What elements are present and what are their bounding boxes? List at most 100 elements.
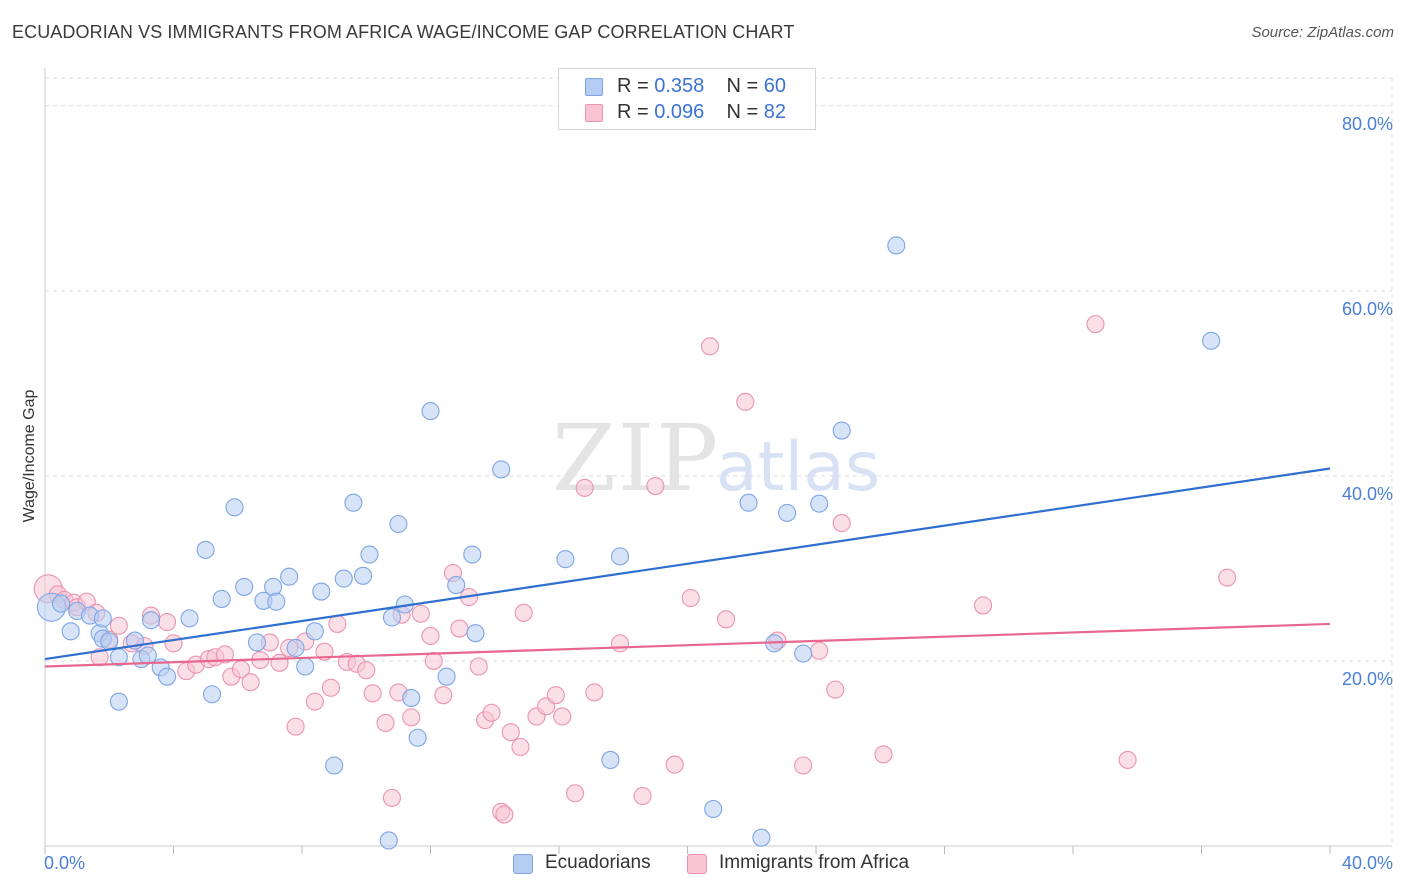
legend-swatch-blue xyxy=(585,78,603,96)
series-legend: Ecuadorians Immigrants from Africa xyxy=(0,852,1406,878)
immigrants-from-africa-point-55 xyxy=(514,603,533,622)
ecuadorians-point-18 xyxy=(196,540,215,559)
immigrants-from-africa-point-52 xyxy=(495,805,514,824)
ecuadorians-point-37 xyxy=(382,608,402,627)
immigrants-from-africa-point-9 xyxy=(109,616,128,635)
ecuadorians-point-50 xyxy=(610,547,630,566)
immigrants-from-africa-point-50 xyxy=(482,703,501,722)
ecuadorians-point-35 xyxy=(353,566,373,585)
ecuadorians-point-29 xyxy=(296,657,315,676)
immigrants-from-africa-point-37 xyxy=(376,713,395,732)
immigrants-from-africa-point-73 xyxy=(810,641,829,660)
immigrants-from-africa-point-64 xyxy=(633,786,652,806)
immigrants-from-africa-point-48 xyxy=(469,657,488,676)
ecuadorians-point-47 xyxy=(492,460,511,479)
ecuadorians-point-56 xyxy=(794,644,813,663)
legend-r-label: R = xyxy=(617,75,649,97)
immigrants-from-africa-point-62 xyxy=(585,683,604,702)
immigrants-from-africa-point-75 xyxy=(832,514,851,533)
ecuadorians-point-34 xyxy=(344,493,363,512)
ecuadorians-point-30 xyxy=(305,622,324,641)
axes xyxy=(44,68,1392,854)
watermark-atlas: atlas xyxy=(716,428,880,507)
y-tick-label-3: 80.0% xyxy=(1342,114,1393,134)
immigrants-from-africa-point-13 xyxy=(158,613,177,632)
legend-text-ecuadorians: R = 0.358 N = 60 xyxy=(617,75,786,98)
tick-labels: 20.0% 40.0% 60.0% 80.0% 0.0% 40.0% xyxy=(44,114,1393,873)
ecuadorians-point-49 xyxy=(601,750,620,769)
ecuadorians-point-48 xyxy=(556,550,575,569)
ecuadorians-point-45 xyxy=(463,545,482,564)
legend-text-immigrants-from-africa: R = 0.096 N = 82 xyxy=(617,101,786,124)
immigrants-from-africa-point-66 xyxy=(665,755,684,774)
immigrants-from-africa-point-77 xyxy=(973,596,993,615)
immigrants-from-africa-point-41 xyxy=(411,604,430,623)
immigrants-from-africa-point-32 xyxy=(328,614,347,633)
ecuadorians-point-13 xyxy=(138,646,157,665)
ecuadorians-point-41 xyxy=(408,728,427,747)
watermark: ZIP atlas xyxy=(552,405,880,512)
immigrants-from-africa-point-59 xyxy=(553,707,572,726)
ecuadorians-point-52 xyxy=(739,493,758,512)
ecuadorians-point-43 xyxy=(437,667,456,686)
legend-swatch-pink xyxy=(585,104,603,122)
ecuadorians-point-28 xyxy=(286,638,305,658)
immigrants-from-africa-point-54 xyxy=(511,737,530,757)
ecuadorians-point-25 xyxy=(264,577,283,596)
immigrants-from-africa-point-27 xyxy=(286,717,305,736)
x-tick-label-max: 40.0% xyxy=(1342,853,1393,873)
immigrants-from-africa-point-79 xyxy=(1118,750,1137,769)
ecuadorians-point-19 xyxy=(203,685,222,704)
ecuadorians-point-46 xyxy=(466,624,485,643)
ecuadorians-point-31 xyxy=(312,582,331,601)
legend-n-value: 82 xyxy=(763,101,787,123)
immigrants-from-africa-point-36 xyxy=(363,684,382,703)
ecuadorians-point-57 xyxy=(810,494,829,513)
immigrants-from-africa-point-58 xyxy=(546,686,565,705)
ecuadorians-point-2 xyxy=(61,622,80,641)
ecuadorians-point-51 xyxy=(704,799,723,819)
y-tick-label-2: 60.0% xyxy=(1342,299,1393,319)
ecuadorians-point-1 xyxy=(52,594,71,613)
series-ecuadorians-points xyxy=(36,236,1221,850)
watermark-zip: ZIP xyxy=(552,405,720,512)
ecuadorians-point-10 xyxy=(109,692,128,711)
trend-line-immigrants-from-africa xyxy=(44,622,1331,668)
legend-n-value: 60 xyxy=(763,75,787,97)
y-tick-label-1: 40.0% xyxy=(1342,484,1393,504)
immigrants-from-africa-point-69 xyxy=(716,610,736,629)
immigrants-from-africa-point-14 xyxy=(164,634,183,653)
series-immigrants-from-africa-points xyxy=(33,315,1237,824)
immigrants-from-africa-point-70 xyxy=(736,392,755,411)
correlation-legend: R = 0.358 N = 60 R = 0.096 N = 82 xyxy=(558,68,816,130)
ecuadorians-point-20 xyxy=(212,589,231,608)
legend-swatch-pink xyxy=(687,854,707,874)
immigrants-from-africa-point-65 xyxy=(646,477,665,496)
grid-lines xyxy=(45,77,1393,846)
legend-label-immigrants-from-africa: Immigrants from Africa xyxy=(719,852,910,873)
immigrants-from-africa-point-31 xyxy=(321,678,340,697)
ecuadorians-point-27 xyxy=(280,567,299,586)
immigrants-from-africa-point-60 xyxy=(566,784,585,803)
ecuadorians-point-14 xyxy=(141,611,161,630)
ecuadorians-point-44 xyxy=(447,576,466,595)
y-axis-label: Wage/Income Gap xyxy=(21,390,38,523)
chart-title: ECUADORIAN VS IMMIGRANTS FROM AFRICA WAG… xyxy=(12,22,795,42)
ecuadorians-point-21 xyxy=(225,498,244,517)
immigrants-from-africa-point-35 xyxy=(357,661,376,680)
ecuadorians-point-40 xyxy=(402,688,421,708)
ecuadorians-point-17 xyxy=(180,609,199,628)
immigrants-from-africa-point-72 xyxy=(794,756,813,775)
immigrants-from-africa-point-29 xyxy=(305,692,324,711)
ecuadorians-point-6 xyxy=(93,609,112,628)
ecuadorians-point-16 xyxy=(158,667,177,686)
immigrants-from-africa-point-19 xyxy=(215,645,234,664)
legend-label-ecuadorians: Ecuadorians xyxy=(545,852,651,873)
legend-swatch-blue xyxy=(513,854,533,874)
immigrants-from-africa-point-61 xyxy=(575,478,594,497)
trend-line-ecuadorians xyxy=(44,467,1331,661)
ecuadorians-point-38 xyxy=(389,514,408,534)
ecuadorians-point-59 xyxy=(887,236,906,255)
ecuadorians-point-22 xyxy=(235,577,254,596)
ecuadorians-point-58 xyxy=(832,421,851,440)
